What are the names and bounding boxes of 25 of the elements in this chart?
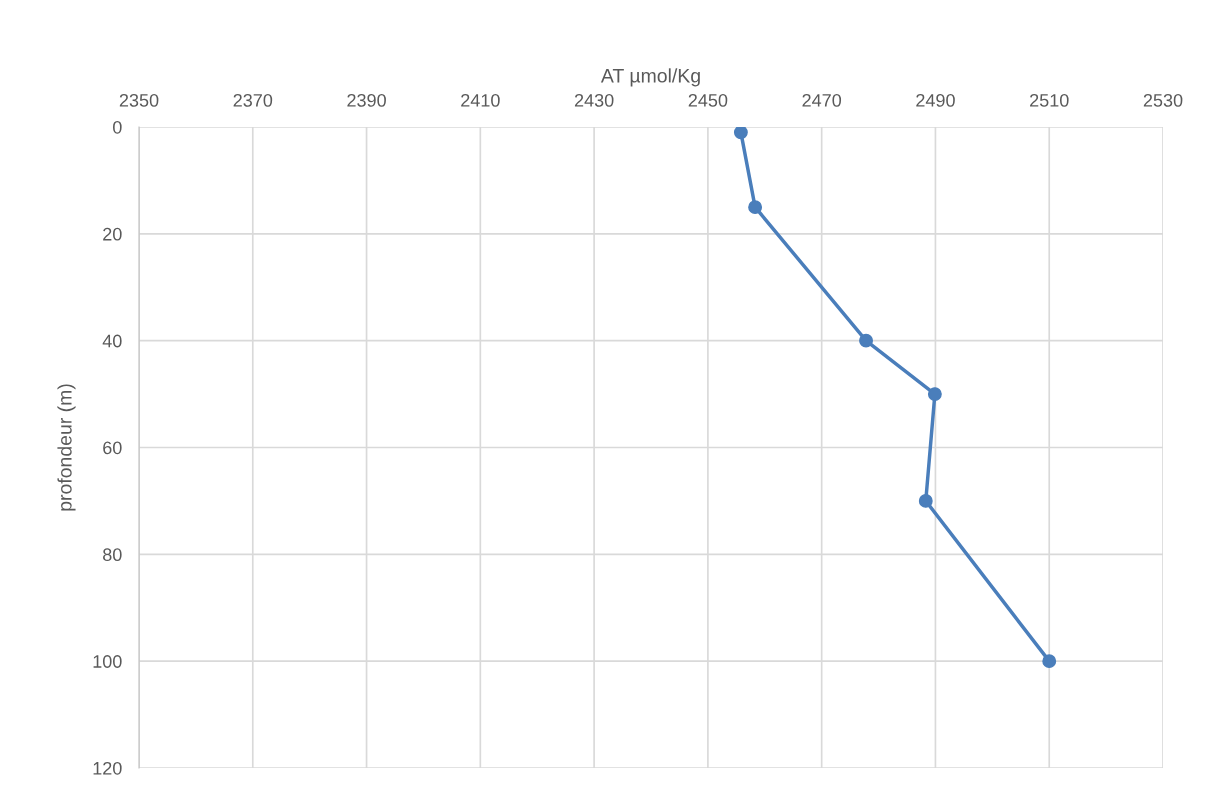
point (1042, 654, 1057, 669)
x-tick-label: 2510 (1030, 93, 1069, 107)
x-tick-label: 2530 (1143, 93, 1183, 107)
y-tick-label: 60 (103, 441, 122, 455)
y-tick-label: 120 (93, 761, 122, 775)
x-tick-label: 2450 (688, 93, 728, 107)
x-tick-label: 2430 (574, 93, 614, 107)
point (748, 200, 763, 215)
y-tick-label: 40 (102, 334, 122, 348)
y-axis-title: profondeur (m) (57, 384, 76, 511)
x-tick-label: 2470 (802, 93, 842, 107)
point (733, 127, 748, 140)
x-tick-label: 2410 (461, 93, 500, 107)
x-tick-label: 2390 (347, 93, 386, 107)
x-axis-title: AT µmol/Kg (600, 68, 700, 87)
point (918, 493, 933, 508)
x-tick-label: 2350 (119, 93, 159, 107)
point (859, 333, 873, 348)
y-tick-label: 20 (103, 227, 122, 241)
y-tick-label: 100 (93, 655, 122, 668)
point (927, 387, 942, 402)
y-tick-label: 80 (103, 548, 122, 562)
y-tick-label: 0 (113, 120, 122, 134)
x-tick-label: 2490 (916, 93, 955, 107)
x-tick-label: 2370 (233, 93, 273, 107)
